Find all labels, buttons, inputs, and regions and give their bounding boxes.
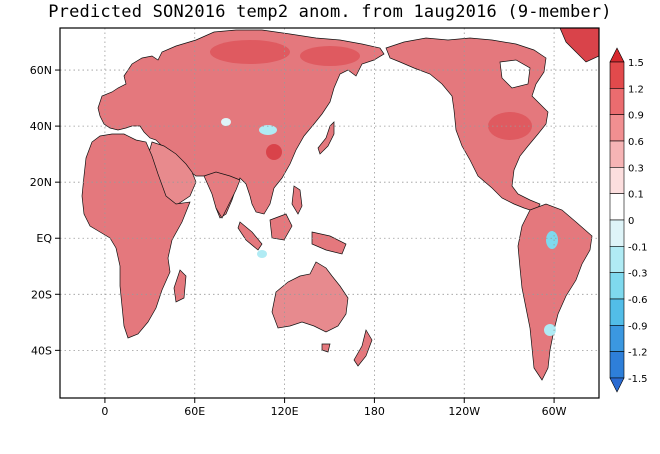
colorbar-swatch [609, 167, 625, 194]
colorbar-swatch [609, 298, 625, 326]
land-greenland [559, 28, 599, 63]
y-tick-label: 20N [30, 176, 52, 189]
colorbar-swatch [609, 140, 625, 168]
hudson-bay [499, 59, 531, 89]
y-tick-label: 20S [31, 288, 52, 301]
y-tick-label: 60N [30, 64, 52, 77]
y-tick-label: EQ [36, 232, 52, 245]
land-tasmania [321, 343, 331, 353]
land-borneo [269, 213, 293, 241]
land-new-guinea [311, 231, 347, 255]
land-new-zealand [353, 329, 373, 367]
cool-spot-amazon [546, 231, 558, 249]
colorbar-max-arrow [609, 47, 625, 63]
land-south-america [517, 203, 593, 381]
x-tick-label: 180 [364, 405, 385, 418]
colorbar-swatch [609, 325, 625, 352]
colorbar-label: 0 [628, 216, 634, 227]
colorbar-swatch [609, 61, 625, 89]
colorbar-label: -1.2 [628, 348, 648, 359]
colorbar-swatch [609, 193, 625, 221]
x-tick-label: 60W [542, 405, 567, 418]
cool-spot-tibet [259, 125, 277, 135]
colorbar-label: -0.6 [628, 295, 648, 306]
cool-spot-indonesia [257, 250, 267, 258]
x-tick-label: 0 [101, 405, 108, 418]
colorbar-swatch [609, 272, 625, 300]
land-layer [81, 28, 599, 381]
x-tick-label: 120E [271, 405, 299, 418]
land-philippines [291, 185, 303, 215]
map-frame [59, 27, 600, 399]
cool-spot-uruguay [544, 324, 556, 336]
land-africa [81, 133, 191, 339]
colorbar-label: -1.5 [628, 374, 648, 385]
colorbar-swatch [609, 219, 625, 247]
colorbar-label: 1.2 [628, 84, 644, 95]
land-sumatra [237, 221, 263, 251]
y-tick-label: 40S [31, 344, 52, 357]
colorbar-label: 0.6 [628, 137, 644, 148]
colorbar-swatch [609, 88, 625, 115]
x-tick-label: 60E [184, 405, 205, 418]
colorbar-label: 1.5 [628, 58, 644, 69]
land-japan [317, 121, 335, 155]
graticule [60, 28, 599, 398]
colorbar-label: 0.1 [628, 190, 644, 201]
cool-spot-central-asia [221, 118, 231, 126]
land-india [203, 171, 241, 219]
colorbar-min-arrow [609, 377, 625, 393]
colorbar-label: -0.9 [628, 321, 648, 332]
x-tick-label: 120W [448, 405, 480, 418]
warm-spot-china [266, 144, 282, 160]
map-title: Predicted SON2016 temp2 anom. from 1aug2… [48, 2, 612, 22]
y-tick-label: 40N [30, 120, 52, 133]
land-australia [271, 261, 349, 333]
warm-spot-siberia [300, 46, 360, 66]
colorbar-swatch [609, 351, 625, 379]
colorbar-swatch [609, 114, 625, 142]
colorbar-label: 0.9 [628, 111, 644, 122]
colorbar-label: 0.3 [628, 163, 644, 174]
colorbar: 1.5 1.2 0.9 0.6 0.3 0.1 0 -0.1 -0.3 -0.6 -0.9 -1.2 -… [609, 47, 648, 393]
colorbar-label: -0.3 [628, 269, 648, 280]
warm-spot-russia [210, 40, 290, 64]
colorbar-swatch [609, 246, 625, 273]
colorbar-label: -0.1 [628, 242, 648, 253]
axis-ticks: 0 60E 120E 180 120W 60W 60N 40N 20N EQ 20S 40S [30, 64, 567, 418]
